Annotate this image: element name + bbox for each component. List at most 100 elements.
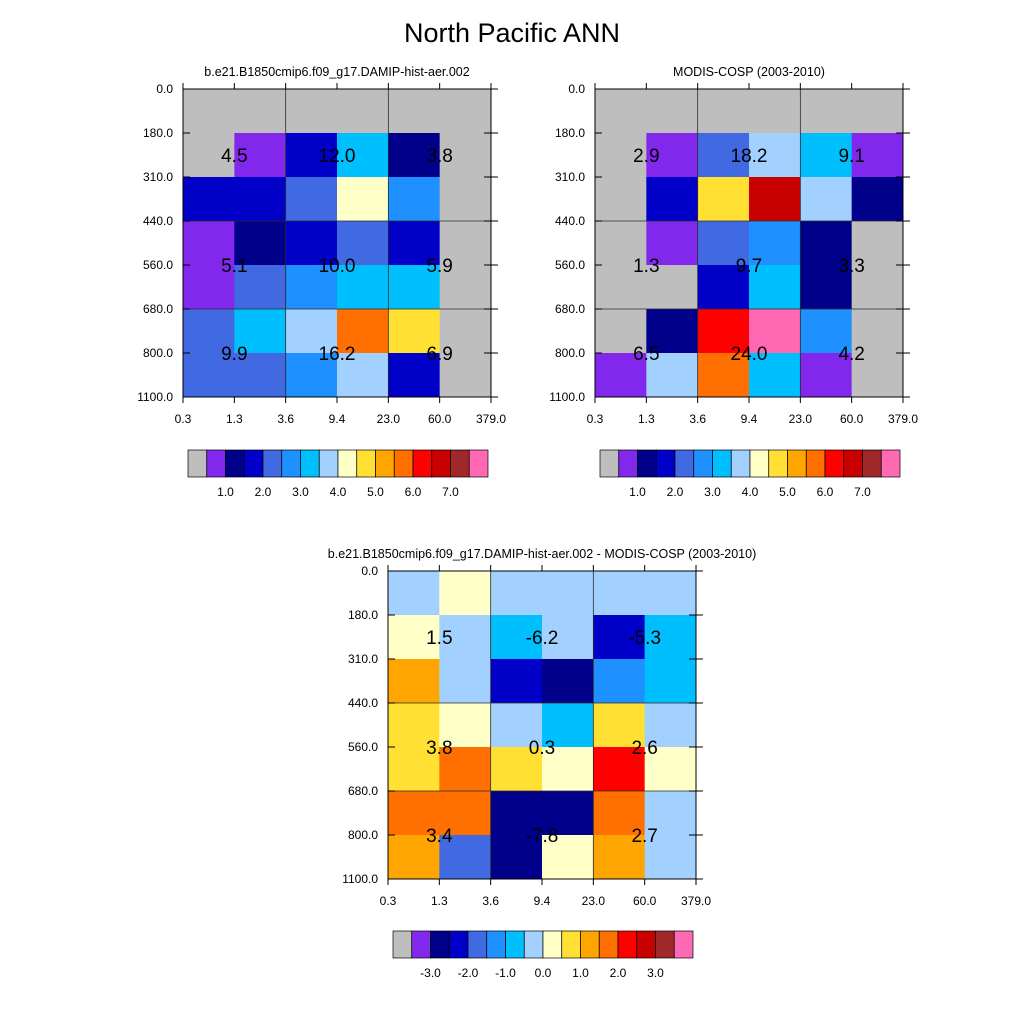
heatmap-cell bbox=[542, 571, 594, 616]
heatmap-cell bbox=[183, 221, 235, 266]
x-tick-label: 23.0 bbox=[582, 894, 606, 908]
colorbar-box bbox=[655, 449, 676, 478]
colorbar-box bbox=[843, 449, 863, 478]
heatmap-cell bbox=[337, 309, 389, 354]
heatmap-cell bbox=[800, 353, 853, 398]
x-tick-label: 379.0 bbox=[681, 894, 711, 908]
y-tick-label: 440.0 bbox=[555, 214, 585, 228]
data-label: 10.0 bbox=[319, 256, 356, 277]
data-label: -6.2 bbox=[526, 628, 559, 649]
heatmap-cell bbox=[646, 353, 699, 398]
heatmap-cell bbox=[388, 791, 440, 836]
heatmap-cell bbox=[285, 177, 338, 222]
data-label: 3.3 bbox=[838, 256, 864, 277]
x-tick-label: 0.3 bbox=[175, 412, 192, 426]
colorbar-box bbox=[448, 930, 469, 959]
x-tick-label: 1.3 bbox=[638, 412, 655, 426]
panel-title: b.e21.B1850cmip6.f09_g17.DAMIP-hist-aer.… bbox=[204, 65, 469, 79]
heatmap-cell bbox=[749, 177, 801, 222]
colorbar-box bbox=[375, 449, 395, 478]
heatmap-cell bbox=[490, 615, 543, 660]
heatmap-cell bbox=[285, 221, 338, 266]
x-tick-label: 60.0 bbox=[428, 412, 452, 426]
data-label: 4.5 bbox=[221, 146, 247, 167]
data-label: 4.2 bbox=[838, 344, 864, 365]
colorbar-label: -1.0 bbox=[495, 966, 516, 980]
heatmap-cell bbox=[234, 353, 287, 398]
data-label: 18.2 bbox=[731, 146, 768, 167]
heatmap-cell bbox=[749, 133, 801, 178]
data-label: 16.2 bbox=[319, 344, 356, 365]
heatmap-cell bbox=[234, 265, 287, 310]
y-tick-label: 560.0 bbox=[348, 740, 378, 754]
data-label: 1.5 bbox=[426, 628, 452, 649]
heatmap-cell bbox=[388, 659, 440, 704]
colorbar-box bbox=[580, 930, 600, 959]
colorbar-label: 5.0 bbox=[367, 485, 384, 499]
x-tick-label: 3.6 bbox=[277, 412, 294, 426]
data-label: 24.0 bbox=[731, 344, 768, 365]
colorbar-label: 2.0 bbox=[667, 485, 684, 499]
heatmap-cell bbox=[800, 89, 853, 134]
heatmap-cell bbox=[542, 659, 594, 704]
colorbar-label: 0.0 bbox=[535, 966, 552, 980]
heatmap-cell bbox=[697, 353, 750, 398]
colorbar-box bbox=[561, 930, 581, 959]
heatmap-cell bbox=[337, 133, 389, 178]
heatmap-cell bbox=[646, 89, 699, 134]
y-tick-label: 310.0 bbox=[555, 170, 585, 184]
y-tick-label: 680.0 bbox=[143, 302, 173, 316]
x-tick-label: 9.4 bbox=[741, 412, 758, 426]
colorbar-box bbox=[824, 449, 845, 478]
y-tick-label: 800.0 bbox=[143, 346, 173, 360]
heatmap-cell bbox=[646, 177, 699, 222]
x-tick-label: 9.4 bbox=[534, 894, 551, 908]
y-tick-label: 310.0 bbox=[348, 652, 378, 666]
heatmap-cell bbox=[749, 89, 801, 134]
data-label: 5.9 bbox=[426, 256, 452, 277]
heatmap-cell bbox=[593, 747, 646, 792]
colorbar-box bbox=[712, 449, 732, 478]
y-tick-label: 1100.0 bbox=[137, 390, 173, 404]
colorbar-box bbox=[598, 930, 619, 959]
x-tick-label: 9.4 bbox=[329, 412, 346, 426]
heatmap-cell bbox=[388, 353, 441, 398]
colorbar-label: 5.0 bbox=[779, 485, 796, 499]
heatmap-cell bbox=[388, 703, 440, 748]
heatmap-cell bbox=[800, 221, 853, 266]
heatmap-cell bbox=[490, 835, 543, 880]
panel-title: b.e21.B1850cmip6.f09_g17.DAMIP-hist-aer.… bbox=[328, 547, 756, 561]
data-label: 2.6 bbox=[631, 738, 657, 759]
heatmap-cell bbox=[490, 659, 543, 704]
heatmap-cell bbox=[388, 309, 441, 354]
panel-title: MODIS-COSP (2003-2010) bbox=[673, 65, 825, 79]
x-tick-label: 60.0 bbox=[840, 412, 864, 426]
heatmap-cell bbox=[388, 835, 440, 880]
colorbar-label: 7.0 bbox=[854, 485, 871, 499]
heatmap-cell bbox=[439, 265, 492, 310]
colorbar-box bbox=[356, 449, 376, 478]
colorbar-box bbox=[281, 449, 301, 478]
colorbar-box bbox=[262, 449, 283, 478]
data-label: 12.0 bbox=[319, 146, 356, 167]
colorbar-box bbox=[430, 930, 450, 959]
colorbar-box bbox=[468, 449, 489, 478]
heatmap-cell bbox=[697, 133, 750, 178]
heatmap-cell bbox=[851, 89, 904, 134]
heatmap-cell bbox=[749, 353, 801, 398]
colorbar-box bbox=[486, 930, 506, 959]
heatmap-cell bbox=[593, 571, 646, 616]
heatmap-cell bbox=[439, 221, 492, 266]
colorbar-box bbox=[862, 449, 882, 478]
colorbar-box bbox=[318, 449, 339, 478]
y-tick-label: 1100.0 bbox=[549, 390, 585, 404]
heatmap-cell bbox=[439, 89, 492, 134]
colorbar-label: 3.0 bbox=[292, 485, 309, 499]
colorbar-box bbox=[636, 930, 656, 959]
colorbar-box bbox=[674, 449, 695, 478]
heatmap-cell bbox=[595, 353, 647, 398]
x-tick-label: 379.0 bbox=[888, 412, 918, 426]
heatmap-cell bbox=[644, 747, 697, 792]
data-label: 6.5 bbox=[633, 344, 659, 365]
colorbar-label: 1.0 bbox=[572, 966, 589, 980]
